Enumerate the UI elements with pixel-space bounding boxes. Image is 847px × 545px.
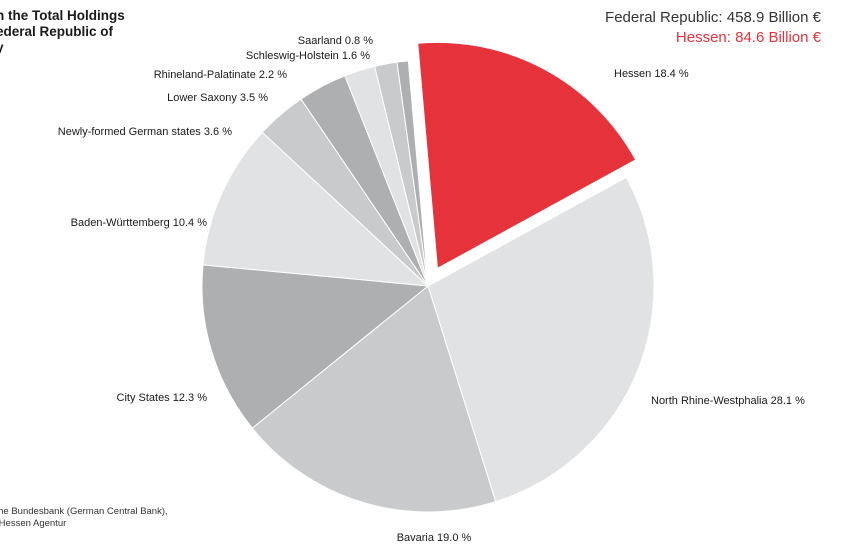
slice-label: Newly-formed German states 3.6 % — [58, 126, 232, 138]
slice-label: City States 12.3 % — [117, 392, 208, 404]
source-note: tsche Bundesbank (German Central Bank), … — [0, 506, 168, 530]
slice-label: Hessen 18.4 % — [614, 68, 689, 80]
chart-title-line: n the Total Holdings — [0, 8, 125, 23]
pie-labels: Hessen 18.4 % North Rhine-Westphalia 28.1… — [58, 35, 805, 544]
pie-slice-hessen — [417, 41, 637, 270]
pie-slice-saarland — [396, 60, 429, 287]
chart-title-line: y — [0, 40, 186, 56]
slice-label: Schleswig-Holstein 1.6 % — [246, 50, 370, 62]
totals-block: Federal Republic: 458.9 Billion € Hessen… — [605, 8, 821, 48]
pie-slice-bavaria — [251, 285, 497, 513]
hessen-total: Hessen: 84.6 Billion € — [675, 29, 821, 46]
pie-slice-north-rhine-westphalia — [427, 176, 655, 503]
pie-slice-city-states — [201, 264, 430, 429]
slice-label: Baden-Württemberg 10.4 % — [71, 217, 208, 229]
chart-title: n the Total Holdings ederal Republic of … — [0, 8, 186, 56]
source-line: by Hessen Agentur — [0, 518, 67, 529]
slice-label: Saarland 0.8 % — [298, 35, 373, 47]
pie-slices — [201, 41, 655, 513]
slice-label: Rhineland-Palatinate 2.2 % — [154, 69, 288, 81]
slice-label: North Rhine-Westphalia 28.1 % — [651, 395, 805, 407]
slice-label: Bavaria 19.0 % — [397, 532, 472, 544]
slice-label: Lower Saxony 3.5 % — [167, 92, 268, 104]
federal-total: Federal Republic: 458.9 Billion € — [605, 9, 821, 26]
source-line: tsche Bundesbank (German Central Bank), — [0, 506, 168, 517]
chart-title-line: ederal Republic of — [0, 24, 114, 39]
pie-slice-baden-w-rttemberg — [202, 131, 430, 287]
